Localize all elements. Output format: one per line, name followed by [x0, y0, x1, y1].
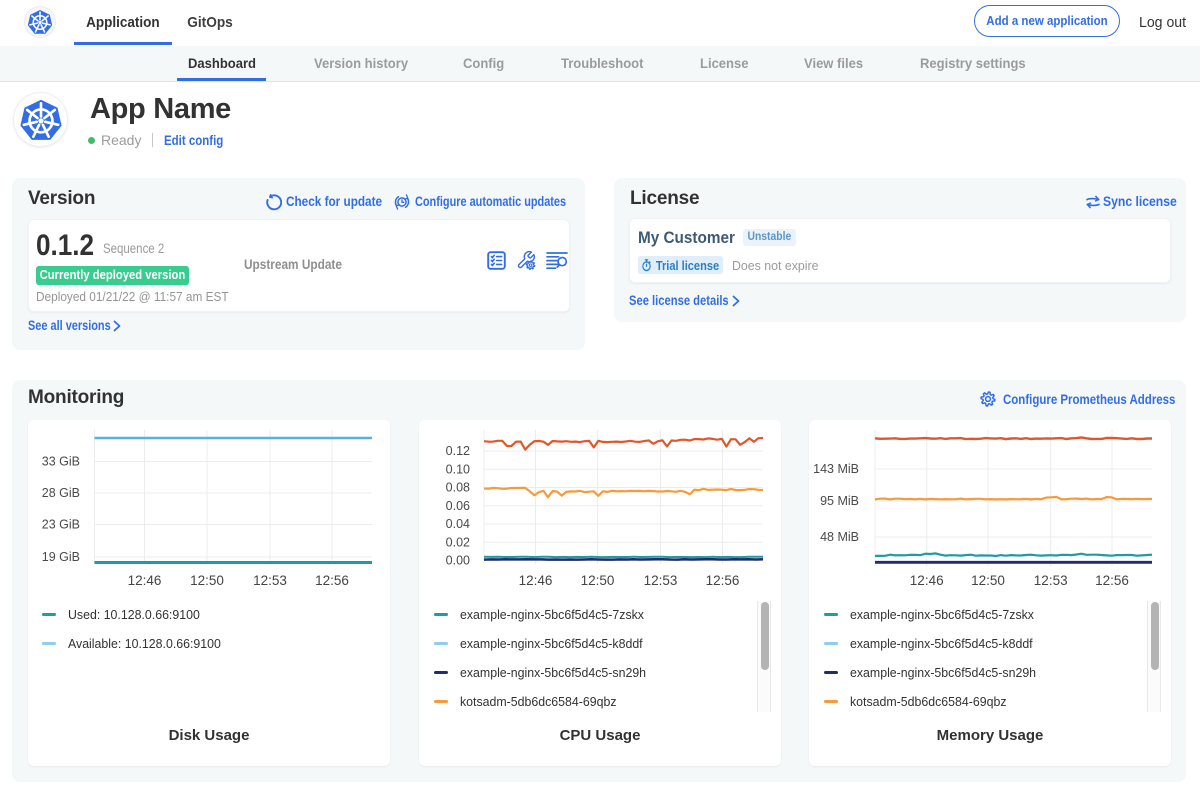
- svg-text:12:50: 12:50: [190, 573, 224, 588]
- svg-text:143 MiB: 143 MiB: [813, 462, 859, 476]
- svg-text:12:56: 12:56: [315, 573, 349, 588]
- svg-text:0.06: 0.06: [446, 499, 470, 513]
- svg-text:12:46: 12:46: [128, 573, 162, 588]
- svg-text:12:46: 12:46: [519, 573, 553, 588]
- svg-text:12:53: 12:53: [644, 573, 678, 588]
- svg-text:0.12: 0.12: [446, 444, 470, 458]
- svg-text:12:50: 12:50: [971, 573, 1005, 588]
- svg-text:0.04: 0.04: [446, 517, 470, 531]
- svg-text:12:56: 12:56: [706, 573, 740, 588]
- svg-text:28 GiB: 28 GiB: [42, 486, 80, 500]
- svg-text:12:50: 12:50: [581, 573, 615, 588]
- svg-text:0.10: 0.10: [446, 463, 470, 477]
- svg-text:48 MiB: 48 MiB: [820, 530, 859, 544]
- svg-text:0.02: 0.02: [446, 536, 470, 550]
- svg-text:33 GiB: 33 GiB: [42, 455, 80, 469]
- svg-text:12:56: 12:56: [1095, 573, 1129, 588]
- svg-text:0.08: 0.08: [446, 481, 470, 495]
- svg-text:12:46: 12:46: [910, 573, 944, 588]
- svg-text:95 MiB: 95 MiB: [820, 494, 859, 508]
- svg-text:19 GiB: 19 GiB: [42, 550, 80, 564]
- svg-text:0.00: 0.00: [446, 554, 470, 568]
- svg-text:23 GiB: 23 GiB: [42, 518, 80, 532]
- svg-text:12:53: 12:53: [1034, 573, 1068, 588]
- svg-text:12:53: 12:53: [253, 573, 287, 588]
